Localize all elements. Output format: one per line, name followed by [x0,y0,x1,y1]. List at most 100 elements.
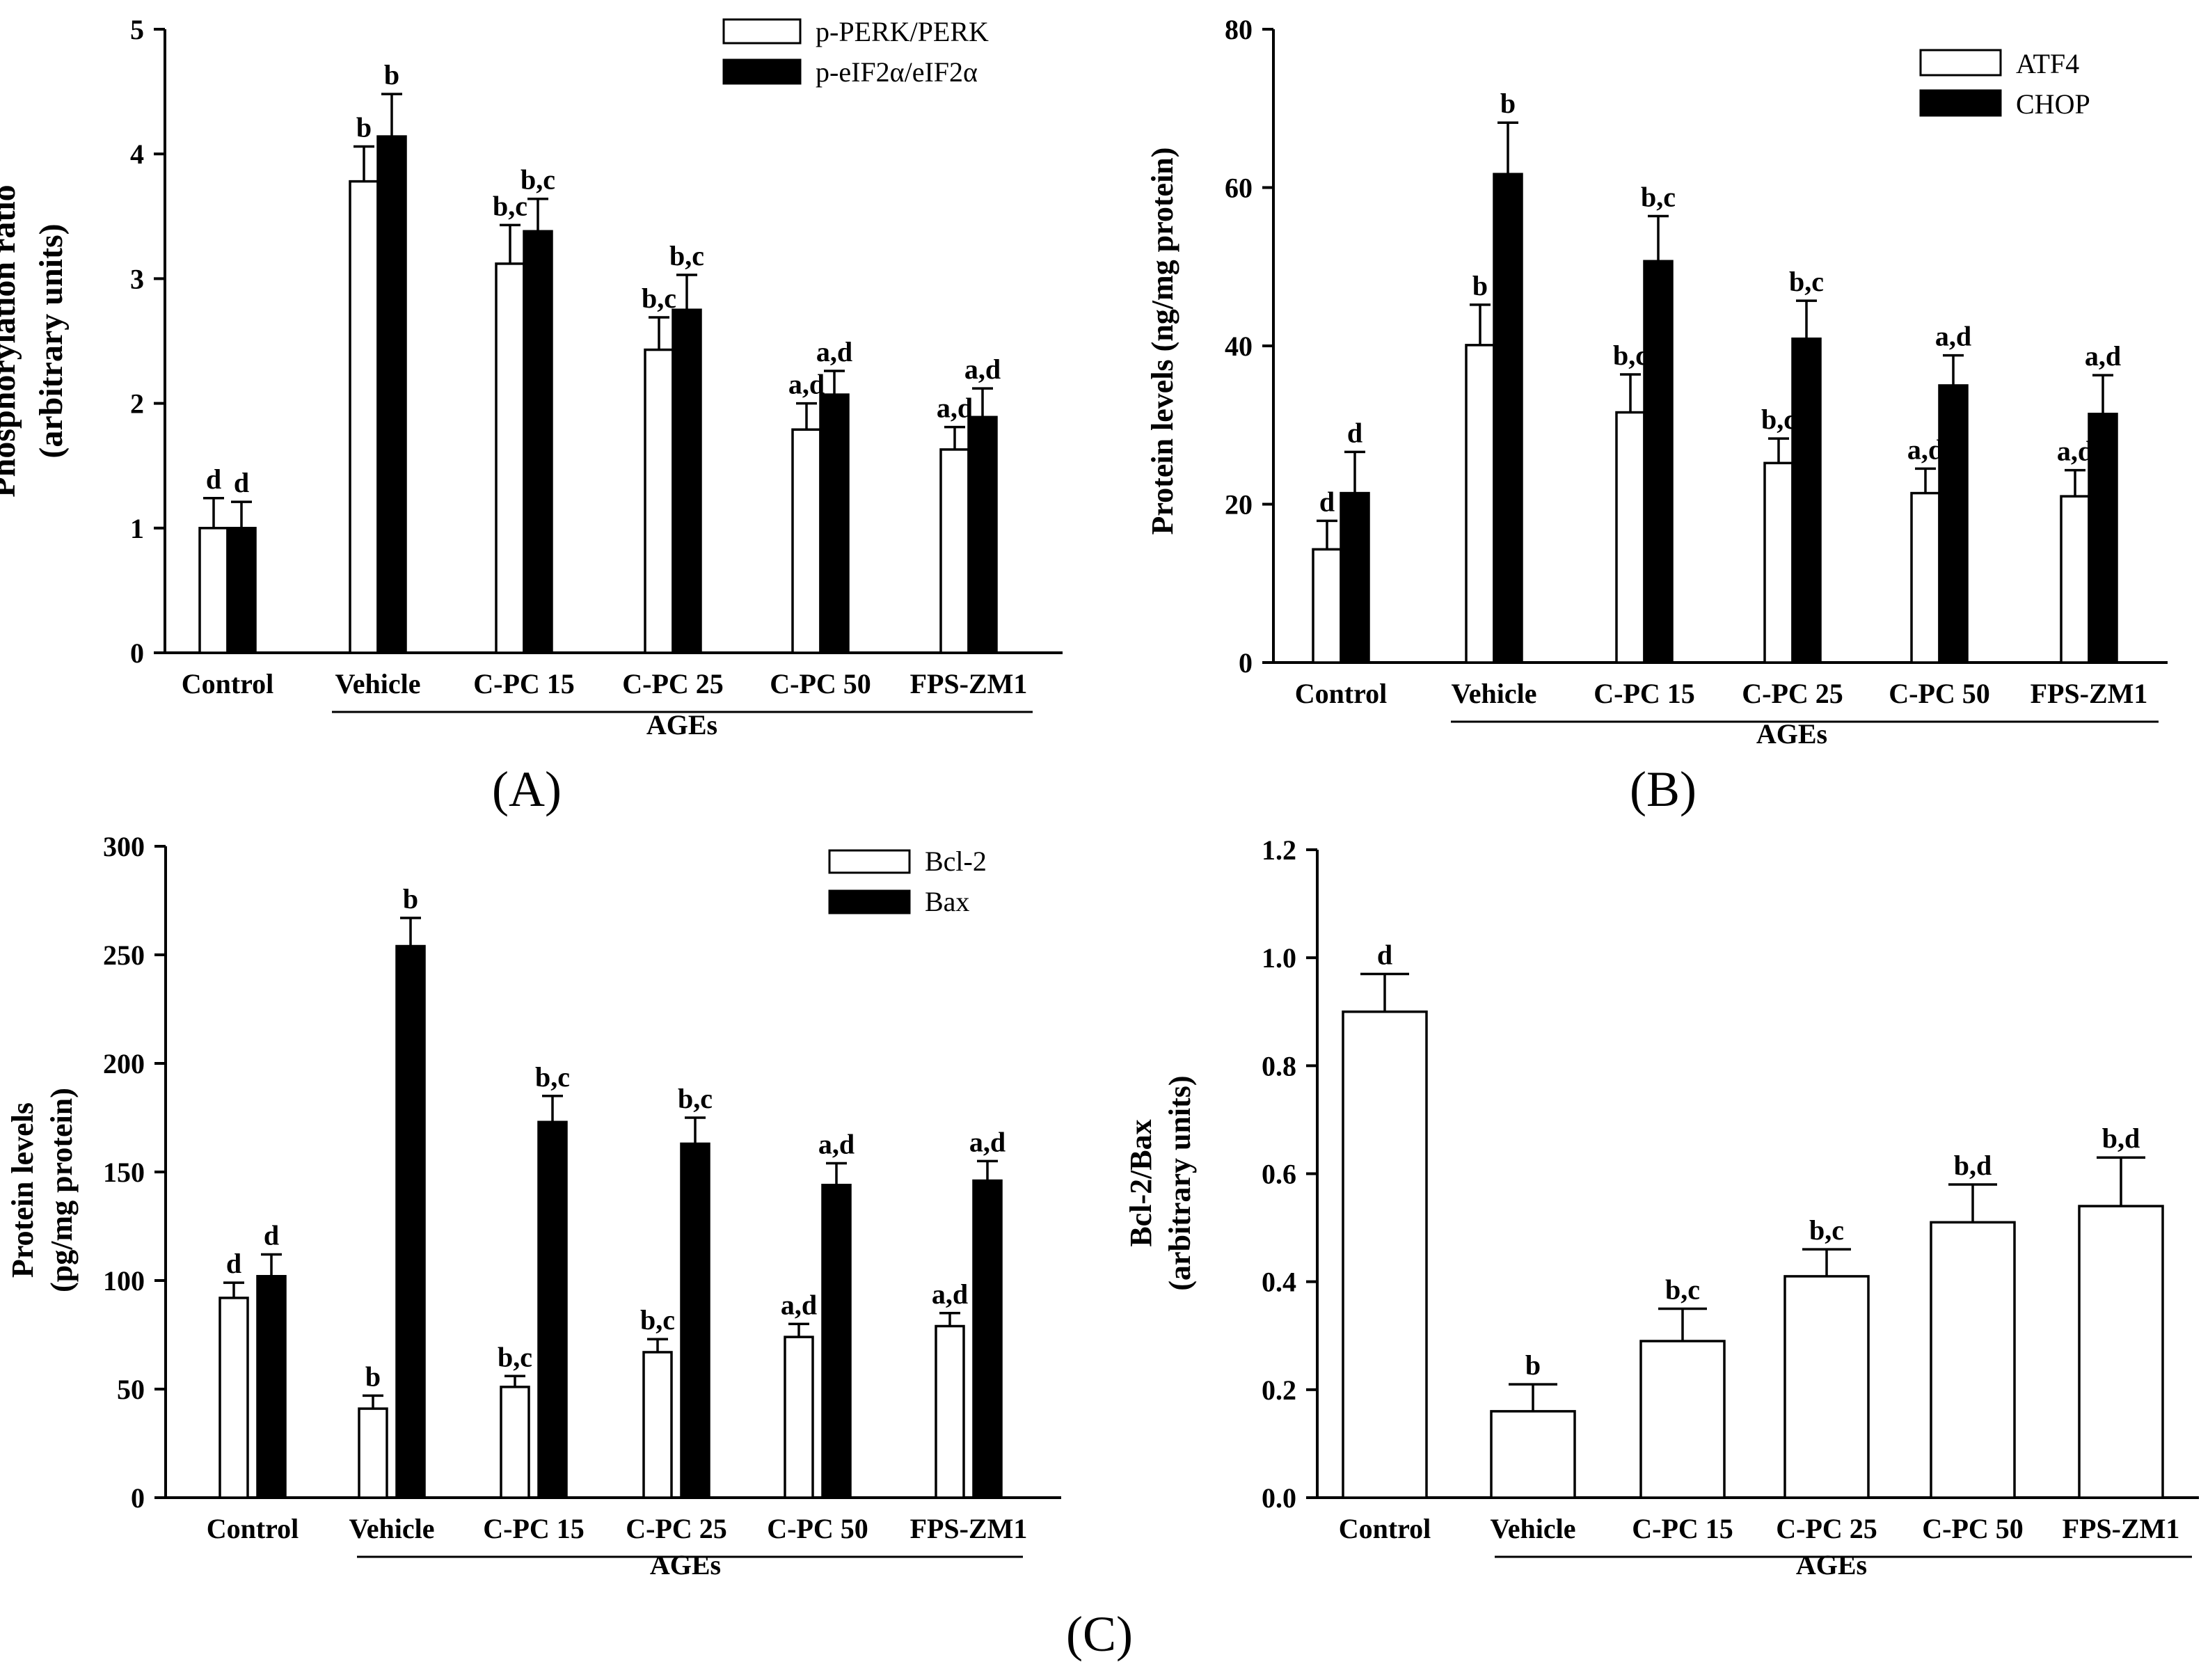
bar [1493,173,1523,664]
bar [935,1324,965,1499]
bar [1340,491,1370,664]
legend-swatch [722,58,802,85]
bar [376,135,407,654]
significance-label: b,c [1761,404,1796,435]
significance-label: a,d [788,369,825,400]
bar [349,180,379,654]
chart-panel-b: 0 20 40 60 80 Protein levels (ng/mg protein) C… [1145,14,2168,750]
bar [1938,384,1969,664]
significance-label: b [365,1361,381,1392]
y-tick-label: 0 [130,637,144,669]
y-axis-label: Protein levels (ng/mg protein) [1145,148,1179,535]
x-tick-label: Control [1295,678,1388,709]
y-axis-label: (pg/mg protein) [45,1088,79,1292]
bar [1930,1221,2016,1499]
bar [1763,461,1794,664]
y-tick-label: 0.4 [1262,1267,1296,1298]
significance-label: a,d [937,393,973,424]
bar [1639,1340,1726,1499]
bar [256,1275,287,1499]
significance-label: a,d [2085,340,2121,372]
significance-label: a,d [932,1278,968,1310]
legend-swatch [722,18,802,45]
significance-label: d [226,1248,241,1279]
bar [2078,1205,2164,1499]
bar [972,1179,1003,1499]
y-tick-label: 150 [103,1157,145,1188]
bar [1342,1011,1428,1499]
bar [1910,491,1941,664]
y-tick-label: 1 [130,513,144,544]
significance-label: b,c [1665,1274,1700,1305]
legend-swatch [1919,49,2002,77]
panel-label-a: (A) [492,761,562,817]
x-tick-label: Vehicle [349,1513,435,1544]
bar [791,428,822,654]
bar [672,308,702,654]
x-tick-label: C-PC 15 [1632,1513,1733,1544]
significance-label: b,c [535,1061,570,1093]
bar [642,1351,673,1499]
bar [226,527,257,654]
significance-label: b [356,111,372,143]
x-tick-label: C-PC 25 [626,1513,727,1544]
significance-label: b,c [678,1083,713,1114]
y-tick-label: 0.2 [1262,1374,1296,1406]
bar [967,415,998,654]
significance-label: b [1500,88,1516,119]
significance-label: d [206,463,221,495]
x-tick-label: FPS-ZM1 [2031,678,2148,709]
bar [819,393,850,654]
significance-label: b [1525,1349,1541,1381]
chart-panel-c-protein-levels: 0 50 100 150 200 250 300 Protein levels (pg/mg p… [6,831,1061,1580]
ages-group-label: AGEs [1756,718,1827,750]
x-tick-label: Vehicle [1491,1513,1576,1544]
significance-label: b,c [669,240,704,271]
x-tick-label: C-PC 15 [1594,678,1695,709]
significance-label: d [234,467,249,498]
panel-label-c: (C) [1066,1606,1133,1662]
x-tick-label: C-PC 15 [473,668,575,699]
x-tick-label: C-PC 25 [622,668,724,699]
y-tick-label: 250 [103,940,145,971]
y-tick-label: 3 [130,263,144,294]
significance-label: d [1377,939,1392,970]
x-tick-label: C-PC 25 [1776,1513,1877,1544]
y-tick-label: 60 [1225,173,1253,204]
significance-label: a,d [818,1129,855,1160]
bar [1783,1275,1870,1499]
x-tick-label: Control [207,1513,299,1544]
y-tick-label: 200 [103,1048,145,1079]
significance-label: b,d [2102,1123,2140,1154]
significance-label: d [264,1220,279,1251]
ages-group-label: AGEs [650,1549,721,1580]
significance-label: b,c [640,1304,675,1336]
x-tick-label: FPS-ZM1 [910,1513,1028,1544]
y-axis-label: Phosphorylation ratio [0,184,22,497]
legend-swatch [828,889,911,914]
ages-group-label: AGEs [1796,1549,1867,1580]
legend-swatch [828,849,911,874]
bar [500,1386,530,1499]
significance-label: a,d [781,1289,817,1320]
legend-label: ATF4 [2016,48,2079,79]
bar [821,1183,852,1499]
significance-label: d [1347,417,1362,448]
x-tick-label: C-PC 50 [767,1513,868,1544]
legend-label: Bax [925,886,969,917]
y-tick-label: 0 [1239,647,1253,679]
y-tick-label: 40 [1225,331,1253,362]
x-tick-label: Control [1339,1513,1431,1544]
y-tick-label: 300 [103,831,145,862]
y-tick-label: 80 [1225,14,1253,45]
significance-label: a,d [1935,321,1971,352]
bar [495,262,525,654]
y-axis-label: (arbitrary units) [33,223,70,458]
significance-label: b,c [521,164,555,196]
bar [198,527,229,654]
significance-label: a,d [1907,434,1944,465]
panel-label-b: (B) [1630,761,1697,817]
x-tick-label: C-PC 25 [1742,678,1843,709]
bar [1643,260,1674,664]
